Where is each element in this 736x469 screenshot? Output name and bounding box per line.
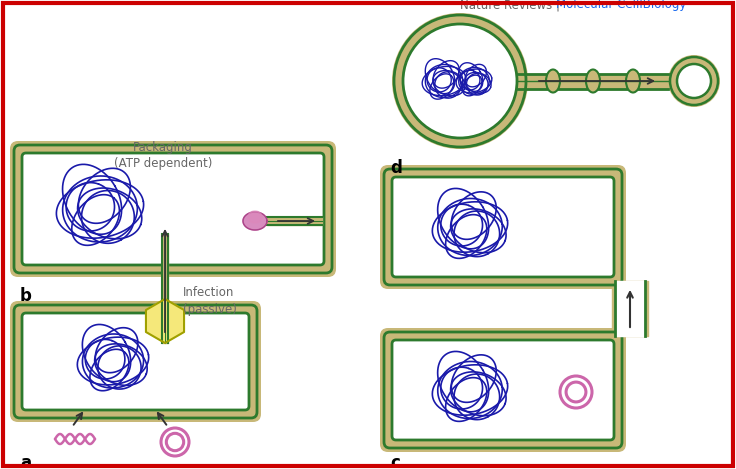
Text: a: a [20, 454, 31, 469]
Text: Infection
(passive): Infection (passive) [183, 287, 237, 316]
Circle shape [403, 24, 517, 138]
FancyBboxPatch shape [392, 340, 614, 440]
Text: d: d [390, 159, 402, 177]
Ellipse shape [626, 69, 640, 92]
FancyBboxPatch shape [22, 153, 324, 265]
Polygon shape [146, 299, 184, 343]
Polygon shape [248, 211, 262, 223]
Text: Molecular CelllBiology: Molecular CelllBiology [556, 0, 687, 11]
FancyBboxPatch shape [10, 141, 336, 277]
FancyBboxPatch shape [380, 165, 626, 289]
Ellipse shape [546, 69, 560, 92]
Text: Nature Reviews |: Nature Reviews | [460, 0, 564, 11]
Text: Packaging
(ATP dependent): Packaging (ATP dependent) [114, 141, 212, 170]
Circle shape [392, 13, 528, 149]
Polygon shape [243, 212, 267, 230]
FancyBboxPatch shape [380, 328, 626, 452]
Text: b: b [20, 287, 32, 305]
FancyBboxPatch shape [392, 177, 614, 277]
FancyBboxPatch shape [10, 301, 261, 422]
Ellipse shape [586, 69, 600, 92]
Circle shape [668, 55, 720, 107]
Circle shape [677, 64, 711, 98]
FancyBboxPatch shape [22, 313, 249, 410]
Text: c: c [390, 454, 400, 469]
